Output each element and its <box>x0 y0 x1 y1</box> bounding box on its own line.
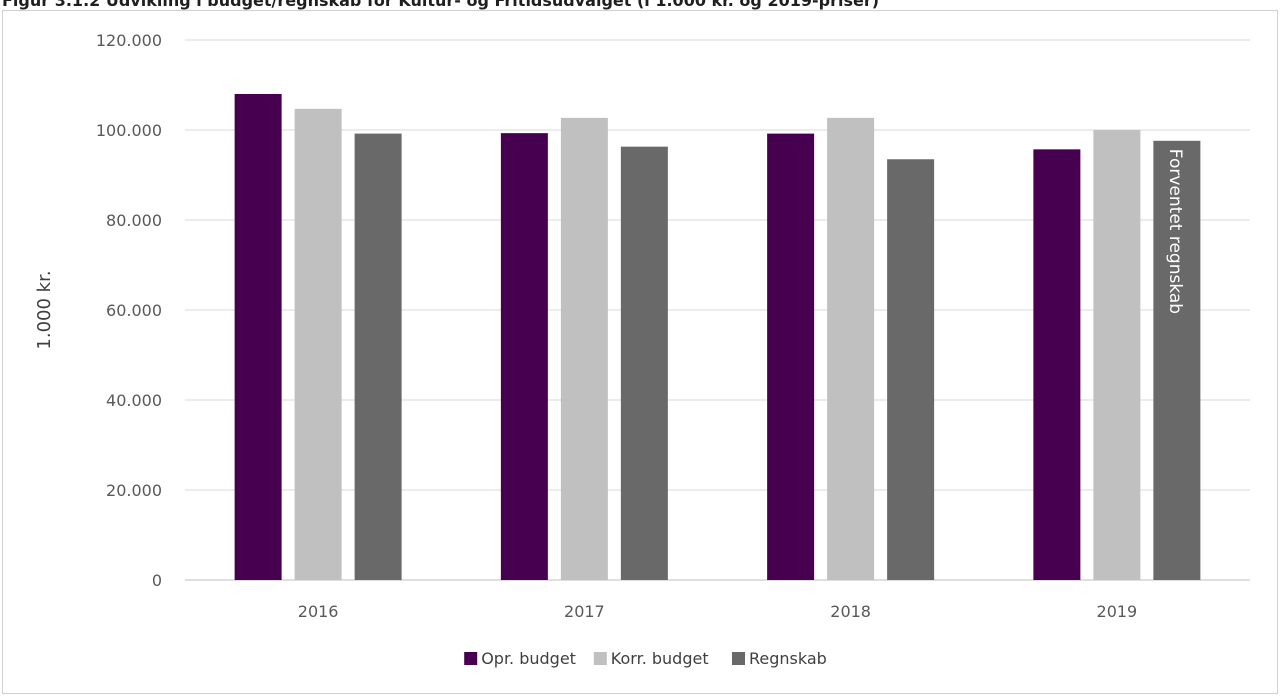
legend-label: Regnskab <box>749 649 827 668</box>
figure-title: Figur 3.1.2 Udvikling i budget/regnskab … <box>2 0 880 10</box>
bar <box>1033 149 1081 580</box>
bar-annotation: Forventet regnskab <box>1165 149 1185 314</box>
bar <box>500 133 548 580</box>
x-tick-label: 2016 <box>298 602 339 621</box>
y-tick-label: 100.000 <box>96 121 162 140</box>
legend-label: Opr. budget <box>481 649 576 668</box>
y-tick-label: 80.000 <box>106 211 162 230</box>
legend-swatch <box>464 652 478 665</box>
bar <box>354 133 402 580</box>
bar <box>1153 140 1201 581</box>
bar <box>887 159 935 580</box>
x-tick-label: 2017 <box>564 602 605 621</box>
bar <box>1093 130 1141 580</box>
bar <box>294 108 342 580</box>
bar <box>620 146 668 580</box>
bar <box>767 133 815 580</box>
legend-swatch <box>593 652 607 665</box>
y-tick-label: 40.000 <box>106 391 162 410</box>
bar <box>560 117 608 580</box>
y-tick-label: 0 <box>152 571 162 590</box>
legend-swatch <box>732 652 745 665</box>
legend-label: Korr. budget <box>611 649 709 668</box>
bar <box>827 117 875 580</box>
y-axis-label: 1.000 kr. <box>34 270 55 349</box>
bar <box>234 94 282 580</box>
y-tick-label: 20.000 <box>106 481 162 500</box>
y-tick-label: 120.000 <box>96 31 162 50</box>
y-tick-label: 60.000 <box>106 301 162 320</box>
x-tick-label: 2019 <box>1097 602 1138 621</box>
x-tick-label: 2018 <box>830 602 871 621</box>
